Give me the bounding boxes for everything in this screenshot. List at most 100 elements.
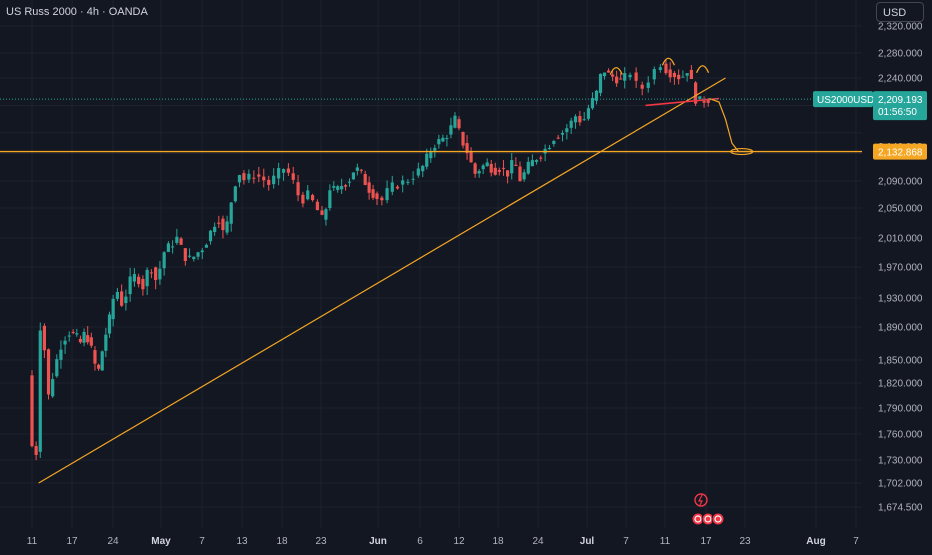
candle-body: [296, 182, 300, 196]
candle-body: [401, 180, 405, 185]
candle-body: [247, 173, 251, 180]
candles: [30, 59, 710, 461]
price-tick-label: 2,240.000: [878, 74, 923, 85]
candle-body: [242, 173, 246, 181]
candle-body: [530, 160, 534, 167]
candle-body: [594, 90, 599, 101]
candle-body: [149, 272, 153, 274]
grid: [0, 0, 862, 528]
event-lightning-icon: [698, 494, 703, 506]
price-axis[interactable]: 2,320.000 2,280.000 2,240.000 2,090.000 2,05…: [878, 22, 923, 514]
time-tick-label: 23: [739, 536, 751, 547]
head-shoulder-arc: [661, 57, 676, 66]
candle-body: [257, 174, 261, 177]
currency-button[interactable]: USD: [876, 2, 924, 22]
time-tick-label: 6: [417, 536, 423, 547]
candle-body: [677, 74, 681, 80]
candle-body: [229, 202, 233, 224]
price-tick-label: 2,050.000: [878, 204, 923, 215]
candle-body: [359, 169, 363, 171]
candle-body: [107, 314, 112, 334]
chart-title: US Russ 2000 · 4h · OANDA: [6, 6, 148, 18]
candle-body: [115, 291, 119, 299]
candle-body: [477, 171, 481, 174]
candle-body: [706, 100, 710, 103]
candle-body: [547, 147, 552, 150]
candle-body: [453, 115, 457, 128]
candle-body: [652, 69, 656, 80]
price-tick-label: 2,280.000: [878, 49, 923, 60]
candle-body: [371, 189, 375, 198]
candle-body: [598, 73, 603, 93]
candle-body: [658, 67, 662, 70]
candle-body: [262, 176, 266, 181]
candle-body: [217, 222, 221, 224]
candle-body: [501, 167, 506, 169]
level-tag: [873, 143, 927, 160]
candle-body: [416, 168, 420, 176]
candle-body: [310, 195, 315, 201]
candle-body: [457, 119, 461, 129]
candle-body: [30, 375, 34, 447]
candle-body: [694, 82, 698, 104]
candle-body: [395, 186, 400, 189]
candle-body: [461, 131, 465, 146]
candle-body: [465, 143, 469, 154]
price-tick-label: 1,970.000: [878, 263, 923, 274]
candle-body: [698, 96, 702, 99]
candle-body: [449, 125, 453, 135]
earnings-event-icon: [694, 515, 702, 523]
candle-body: [702, 101, 706, 103]
candle-body: [433, 147, 437, 151]
candle-body: [291, 173, 295, 180]
head-shoulder-arc: [609, 67, 623, 75]
candle-body: [469, 151, 473, 163]
candle-body: [681, 76, 685, 78]
candle-body: [340, 185, 344, 190]
price-tick-label: 1,930.000: [878, 294, 923, 305]
candle-body: [128, 276, 132, 295]
candle-body: [301, 194, 305, 204]
candle-body: [328, 190, 332, 208]
candle-body: [485, 162, 489, 167]
time-axis[interactable]: 11 17 24 May 7 13 18 23 Jun 6 12 18 24 Jul 7 11 17 23 Aug 7: [27, 536, 859, 547]
candle-body: [111, 298, 115, 320]
candle-body: [590, 98, 595, 109]
candle-body: [380, 197, 384, 201]
candle-body: [347, 181, 352, 183]
candle-body: [286, 168, 290, 173]
candle-body: [67, 335, 71, 337]
candle-body: [602, 72, 607, 77]
time-tick-label: 24: [107, 536, 119, 547]
drawings[interactable]: [0, 57, 862, 484]
price-tick-label: 1,702.000: [878, 479, 923, 490]
candle-body: [552, 141, 556, 144]
candle-body: [124, 296, 128, 304]
candle-body: [445, 138, 449, 140]
candle-body: [221, 218, 225, 231]
candle-body: [522, 172, 526, 180]
price-tick-label: 2,010.000: [878, 234, 923, 245]
candle-body: [569, 120, 573, 128]
price-tick-label: 2,320.000: [878, 22, 923, 33]
price-tick-label: 2,090.000: [878, 177, 923, 188]
candle-body: [183, 248, 187, 262]
candle-body: [573, 116, 578, 123]
candle-body: [640, 84, 644, 89]
candle-body: [668, 69, 672, 78]
candle-body: [473, 163, 477, 174]
candle-body: [141, 278, 145, 290]
time-tick-label: Jun: [369, 536, 387, 547]
event-lightning-icon: [694, 493, 708, 507]
candle-body: [425, 153, 429, 167]
time-tick-label: 18: [492, 536, 504, 547]
candle-body: [685, 73, 689, 76]
candle-body: [582, 119, 586, 121]
candle-body: [75, 333, 79, 335]
candle-body: [406, 181, 410, 183]
time-tick-label: 7: [623, 536, 629, 547]
candle-body: [336, 186, 340, 190]
